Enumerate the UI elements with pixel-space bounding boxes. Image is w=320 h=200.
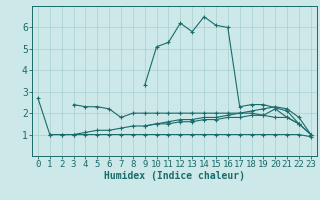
X-axis label: Humidex (Indice chaleur): Humidex (Indice chaleur) <box>104 171 245 181</box>
